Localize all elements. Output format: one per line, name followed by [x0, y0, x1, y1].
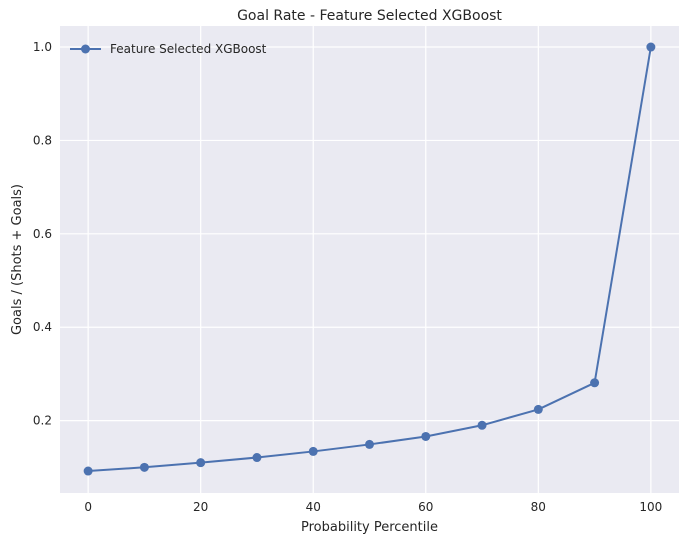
x-tick-label: 0 — [84, 500, 92, 514]
series-layer — [83, 42, 656, 476]
x-tick-label: 60 — [418, 500, 433, 514]
x-tick-label: 80 — [531, 500, 546, 514]
data-point — [252, 453, 262, 463]
x-tick-label: 40 — [306, 500, 321, 514]
y-axis-label: Goals / (Shots + Goals) — [10, 184, 25, 335]
data-point — [139, 462, 149, 472]
y-tick-label: 0.4 — [33, 320, 52, 334]
y-tick-label: 1.0 — [33, 40, 52, 54]
chart-title: Goal Rate - Feature Selected XGBoost — [237, 8, 502, 24]
x-tick-label: 100 — [639, 500, 662, 514]
data-point — [590, 378, 600, 388]
data-point — [477, 420, 487, 430]
legend-label: Feature Selected XGBoost — [110, 42, 267, 56]
data-point — [533, 404, 543, 414]
x-axis-label: Probability Percentile — [301, 520, 438, 535]
y-tick-label: 0.8 — [33, 133, 52, 147]
grid-lines — [60, 26, 679, 493]
data-point — [365, 439, 374, 449]
data-point — [83, 466, 93, 476]
data-point — [196, 458, 206, 468]
y-tick-label: 0.2 — [33, 414, 52, 428]
y-tick-label: 0.6 — [33, 227, 52, 241]
x-tick-label: 20 — [193, 500, 208, 514]
data-point — [421, 431, 431, 441]
x-axis-ticks: 0 20 40 60 80 100 — [84, 500, 662, 514]
data-point — [646, 42, 656, 52]
y-axis-ticks: 0.2 0.4 0.6 0.8 1.0 — [33, 40, 52, 428]
data-point — [308, 446, 318, 456]
legend-marker-swatch — [81, 44, 90, 54]
legend: Feature Selected XGBoost — [70, 42, 267, 56]
plot-area — [60, 26, 679, 493]
